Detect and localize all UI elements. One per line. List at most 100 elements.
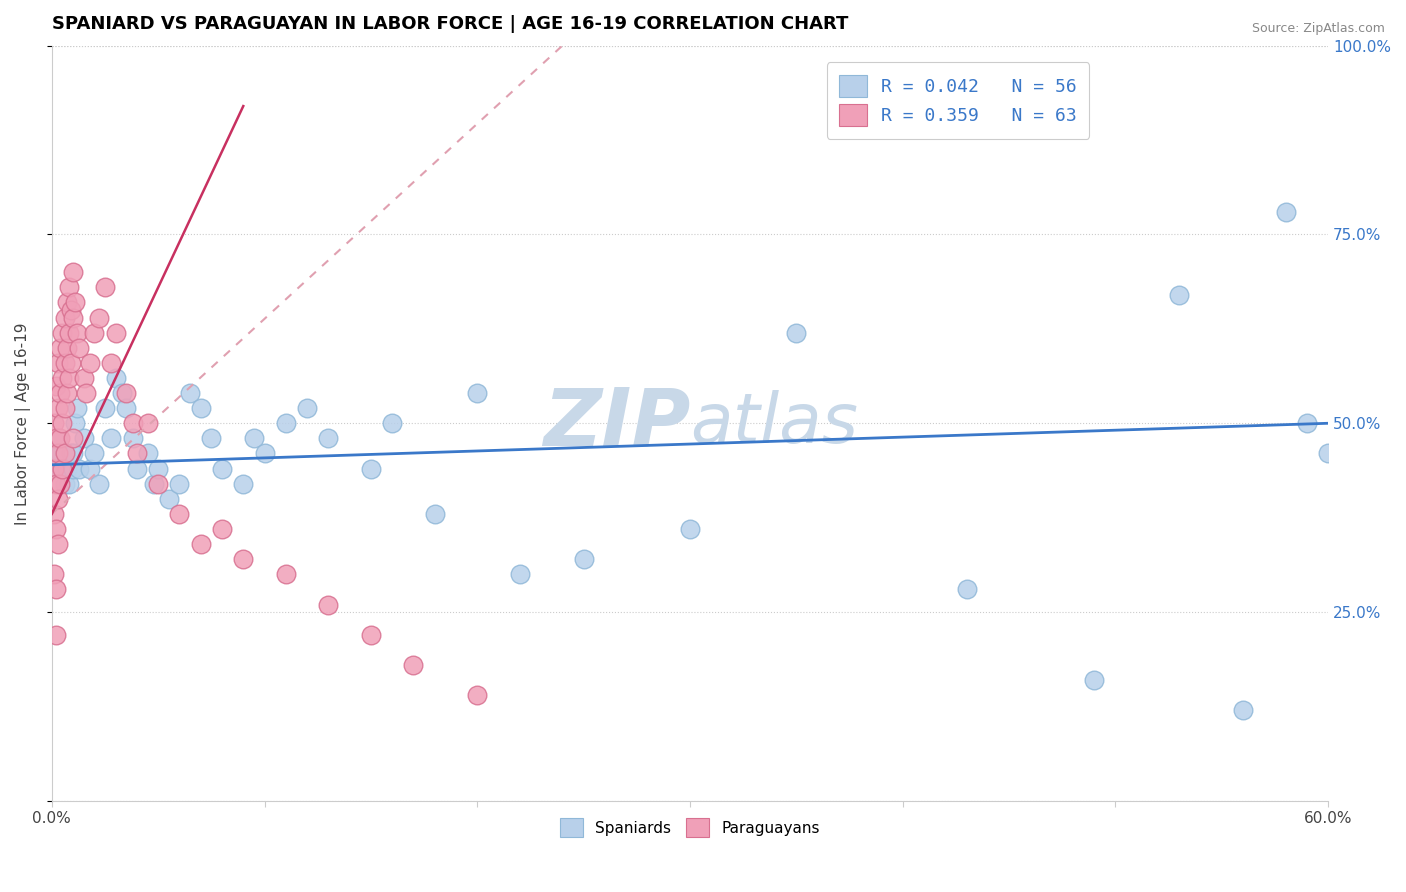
Point [318,431,340,445]
Point [1317,446,1340,460]
Point [46,431,69,445]
Point [94,280,117,294]
Point [360,461,382,475]
Point [62,431,84,445]
Point [253,446,276,460]
Point [46,491,69,506]
Point [232,476,254,491]
Text: SPANIARD VS PARAGUAYAN IN LABOR FORCE | AGE 16-19 CORRELATION CHART: SPANIARD VS PARAGUAYAN IN LABOR FORCE | … [52,15,848,33]
Y-axis label: In Labor Force | Age 16-19: In Labor Force | Age 16-19 [15,322,31,524]
Point [211,522,233,536]
Point [69,341,91,355]
Point [785,326,807,340]
Point [295,401,318,416]
Point [55,341,77,355]
Point [79,356,101,370]
Point [679,522,702,536]
Point [46,446,69,460]
Point [62,446,84,460]
Point [142,476,165,491]
Point [42,461,65,475]
Point [274,417,297,431]
Point [83,326,105,340]
Point [190,537,212,551]
Point [200,431,222,445]
Point [62,310,84,325]
Point [87,310,110,325]
Point [115,401,138,416]
Point [169,507,191,521]
Point [59,356,82,370]
Point [53,446,76,460]
Point [55,386,77,401]
Point [100,431,122,445]
Point [62,461,84,475]
Point [79,461,101,475]
Point [243,431,266,445]
Point [148,461,170,475]
Point [42,567,65,582]
Point [111,386,134,401]
Point [45,431,67,445]
Point [45,628,67,642]
Point [58,476,80,491]
Point [45,582,67,597]
Point [83,446,105,460]
Point [125,446,148,460]
Point [318,598,340,612]
Point [136,417,159,431]
Point [65,295,87,310]
Point [51,326,73,340]
Point [211,461,233,475]
Point [66,401,89,416]
Point [45,378,67,392]
Point [423,507,446,521]
Text: atlas: atlas [690,390,858,457]
Point [59,303,82,318]
Point [51,417,73,431]
Text: ZIP: ZIP [543,384,690,462]
Point [136,446,159,460]
Point [53,401,76,416]
Point [87,476,110,491]
Point [402,657,425,672]
Point [73,371,96,385]
Text: Source: ZipAtlas.com: Source: ZipAtlas.com [1251,22,1385,36]
Point [232,552,254,566]
Point [55,461,77,475]
Point [381,417,404,431]
Point [45,476,67,491]
Point [69,461,91,475]
Point [51,371,73,385]
Point [121,431,143,445]
Point [104,326,127,340]
Point [465,386,488,401]
Point [53,356,76,370]
Point [49,431,72,445]
Point [179,386,201,401]
Point [42,417,65,431]
Point [465,688,488,702]
Point [955,582,977,597]
Point [66,326,89,340]
Point [49,476,72,491]
Point [53,446,76,460]
Point [1168,288,1191,302]
Point [65,417,87,431]
Point [62,265,84,279]
Point [1083,673,1105,687]
Point [1232,703,1254,717]
Point [45,446,67,460]
Legend: Spaniards, Paraguayans: Spaniards, Paraguayans [551,809,830,847]
Point [360,628,382,642]
Point [45,522,67,536]
Point [148,476,170,491]
Point [55,295,77,310]
Point [121,417,143,431]
Point [1274,204,1296,219]
Point [49,341,72,355]
Point [51,461,73,475]
Point [42,507,65,521]
Point [157,491,180,506]
Point [51,461,73,475]
